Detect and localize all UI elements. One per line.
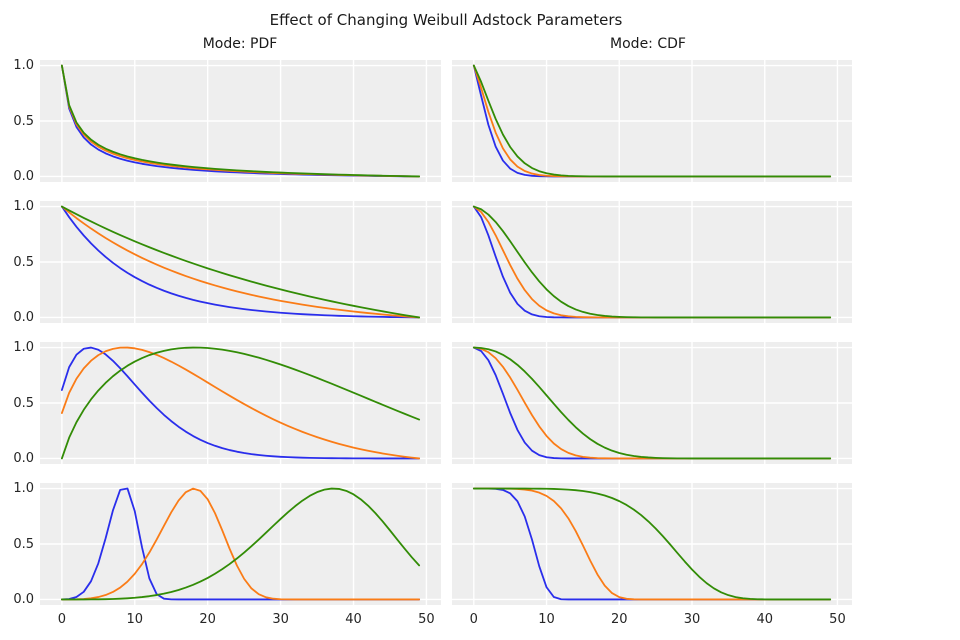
curve-cdf-shape-1-scale=40 bbox=[472, 205, 832, 319]
curve-pdf-shape-1.5-scale=20 bbox=[60, 346, 421, 460]
subplot-canvas bbox=[40, 201, 441, 323]
curve-pdf-shape-0.5-scale=40 bbox=[60, 64, 421, 178]
x-tick-label: 0 bbox=[469, 612, 478, 627]
curve-pdf-shape-1-scale=40 bbox=[60, 205, 421, 319]
subplot-canvas bbox=[452, 60, 852, 182]
y-tick-label: 0.5 bbox=[13, 395, 34, 411]
column-title-cdf: Mode: CDF bbox=[610, 36, 686, 52]
y-tick-label: 1.0 bbox=[13, 199, 34, 215]
y-tick-label: 0.0 bbox=[13, 450, 34, 466]
subplot-canvas bbox=[452, 342, 852, 464]
curve-cdf-shape-5-scale=40 bbox=[472, 487, 832, 601]
y-tick-label: 0.5 bbox=[13, 254, 34, 270]
subplot-pdf-shape-0.5 bbox=[40, 60, 441, 182]
x-tick-label: 30 bbox=[272, 612, 289, 627]
x-tick-label: 40 bbox=[756, 612, 773, 627]
subplot-canvas bbox=[40, 483, 441, 605]
y-tick-label: 0.0 bbox=[13, 309, 34, 325]
y-tick-label: 0.0 bbox=[13, 591, 34, 607]
subplot-cdf-shape-1.5 bbox=[452, 342, 852, 464]
subplot-canvas bbox=[452, 201, 852, 323]
x-tick-label: 50 bbox=[418, 612, 435, 627]
curve-cdf-shape-1.5-scale=40 bbox=[472, 346, 832, 460]
curve-pdf-shape-1-scale=10 bbox=[60, 205, 421, 319]
subplot-pdf-shape-1 bbox=[40, 201, 441, 323]
x-tick-label: 20 bbox=[199, 612, 216, 627]
x-tick-label: 50 bbox=[829, 612, 846, 627]
y-tick-label: 0.5 bbox=[13, 113, 34, 129]
subplot-cdf-shape-5 bbox=[452, 483, 852, 605]
y-tick-label: 1.0 bbox=[13, 481, 34, 497]
curve-cdf-shape-0.5-scale=40 bbox=[472, 64, 832, 178]
x-tick-label: 10 bbox=[538, 612, 555, 627]
curve-pdf-shape-5-scale=40 bbox=[60, 487, 421, 601]
subplot-cdf-shape-0.5 bbox=[452, 60, 852, 182]
y-tick-label: 1.0 bbox=[13, 58, 34, 74]
subplot-pdf-shape-1.5 bbox=[40, 342, 441, 464]
column-title-pdf: Mode: PDF bbox=[202, 36, 278, 52]
y-tick-label: 1.0 bbox=[13, 340, 34, 356]
y-tick-label: 0.0 bbox=[13, 168, 34, 184]
subplot-pdf-shape-5 bbox=[40, 483, 441, 605]
x-tick-label: 10 bbox=[126, 612, 144, 627]
subplot-cdf-shape-1 bbox=[452, 201, 852, 323]
curve-pdf-shape-5-scale=20 bbox=[60, 487, 421, 601]
subplot-canvas bbox=[40, 342, 441, 464]
subplot-canvas bbox=[40, 60, 441, 182]
x-tick-label: 0 bbox=[57, 612, 66, 627]
x-tick-label: 20 bbox=[610, 612, 628, 627]
y-tick-label: 0.5 bbox=[13, 536, 34, 552]
x-tick-label: 30 bbox=[683, 612, 701, 627]
subplot-canvas bbox=[452, 483, 852, 605]
curve-pdf-shape-1.5-scale=40 bbox=[60, 346, 421, 460]
x-tick-label: 40 bbox=[345, 612, 362, 627]
figure-title: Effect of Changing Weibull Adstock Param… bbox=[269, 11, 623, 29]
curve-pdf-shape-1-scale=20 bbox=[60, 205, 421, 319]
